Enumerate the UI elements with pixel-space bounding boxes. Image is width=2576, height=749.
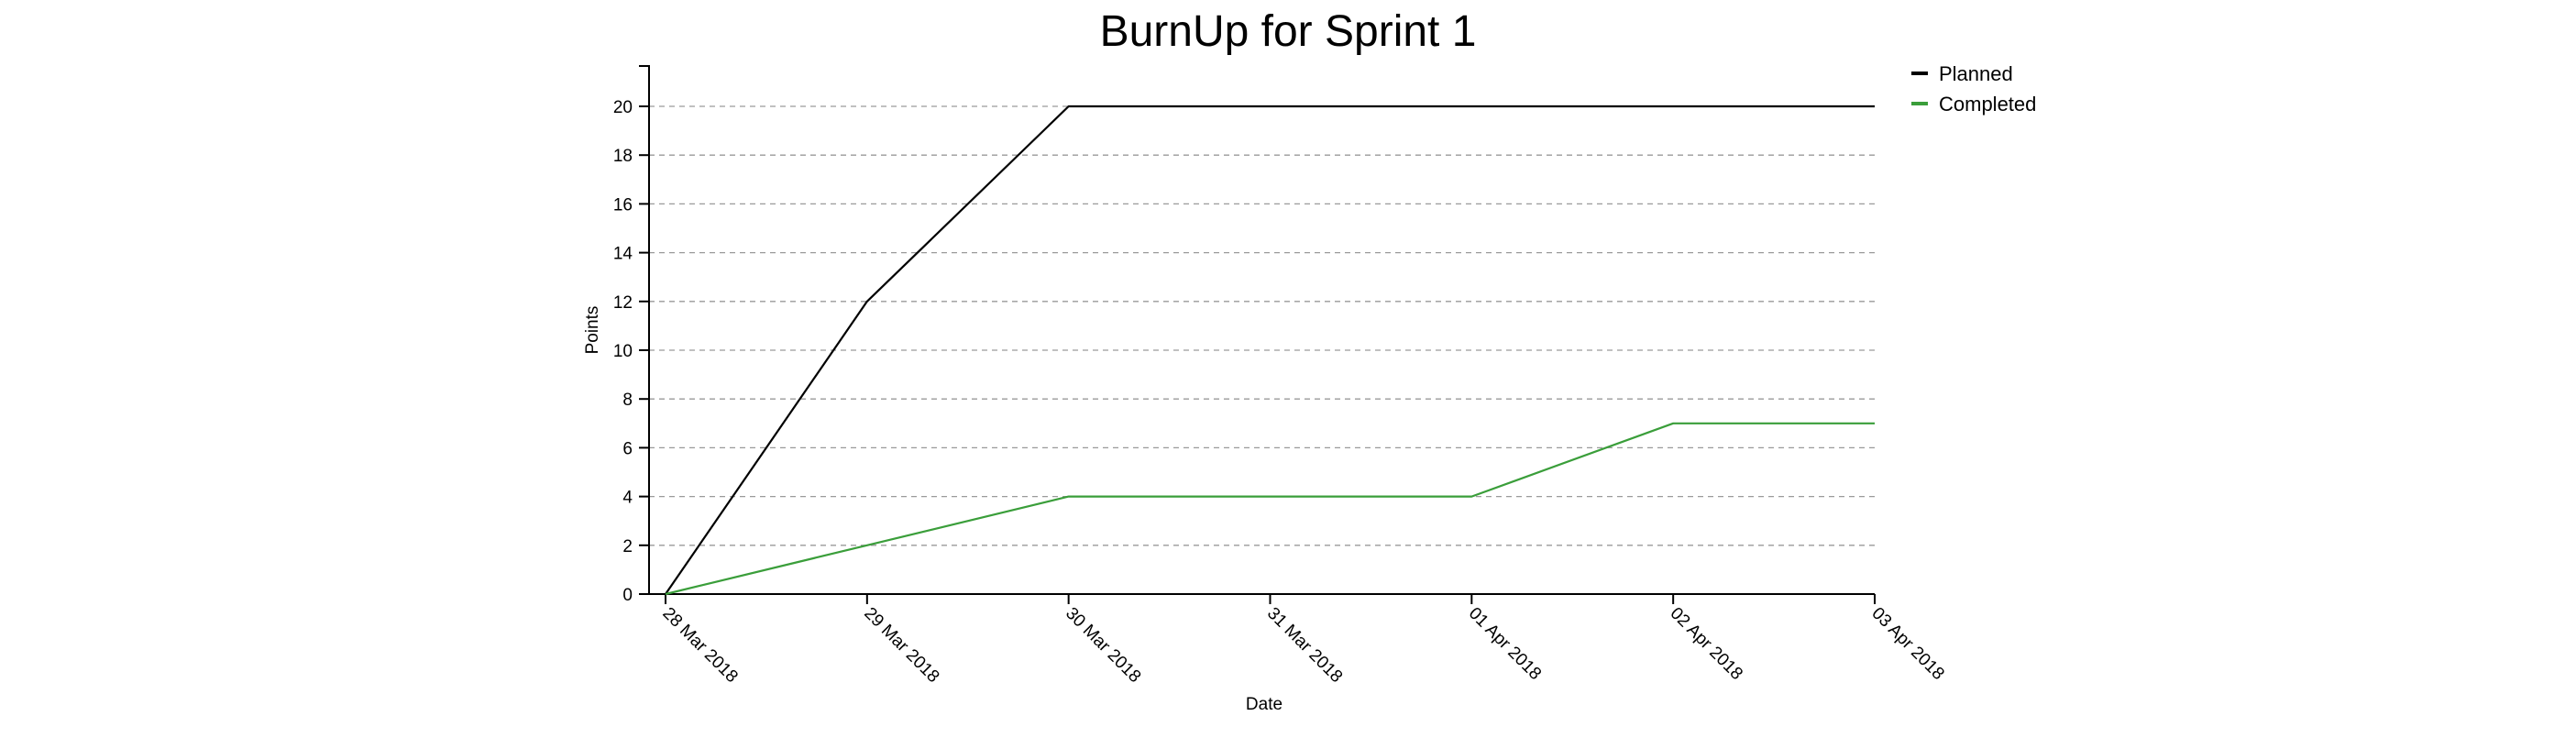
legend-label: Planned [1939, 62, 2013, 85]
y-axis-ticks: 0 2 4 6 8 10 12 14 16 18 20 [613, 98, 649, 605]
x-tick-label: 31 Mar 2018 [1263, 604, 1346, 687]
x-tick-label: 02 Apr 2018 [1667, 604, 1746, 684]
x-tick-label: 30 Mar 2018 [1062, 604, 1144, 687]
gridlines [649, 105, 1875, 546]
y-tick-label: 4 [622, 489, 633, 508]
x-axis-title: Date [1246, 695, 1282, 714]
series-lines [665, 105, 1875, 596]
y-tick-label: 6 [622, 439, 633, 458]
y-tick-label: 20 [613, 98, 633, 117]
legend-label: Completed [1939, 93, 2036, 116]
legend: Planned Completed [1911, 62, 2036, 116]
x-tick-label: 01 Apr 2018 [1465, 604, 1545, 684]
y-tick-label: 14 [613, 245, 633, 264]
y-tick-label: 2 [622, 537, 633, 556]
chart-title: BurnUp for Sprint 1 [1100, 7, 1477, 56]
y-tick-label: 18 [613, 147, 633, 166]
y-tick-label: 8 [622, 391, 633, 410]
y-tick-label: 12 [613, 293, 633, 313]
x-axis-ticks: 28 Mar 2018 29 Mar 2018 30 Mar 2018 31 Mar … [658, 594, 1948, 687]
y-tick-label: 0 [622, 586, 633, 605]
series-line-planned [665, 105, 1875, 595]
x-tick-label: 03 Apr 2018 [1867, 604, 1947, 684]
y-axis-line [639, 65, 650, 594]
series-line-completed [665, 422, 1875, 596]
y-tick-label: 10 [613, 342, 633, 361]
y-tick-label: 16 [613, 195, 633, 215]
x-tick-label: 29 Mar 2018 [860, 604, 942, 687]
x-tick-label: 28 Mar 2018 [658, 604, 741, 687]
axes: 0 2 4 6 8 10 12 14 16 18 20 28 Mar 2018 29 Mar 2018… [613, 65, 1948, 687]
y-axis-title: Points [583, 306, 602, 355]
